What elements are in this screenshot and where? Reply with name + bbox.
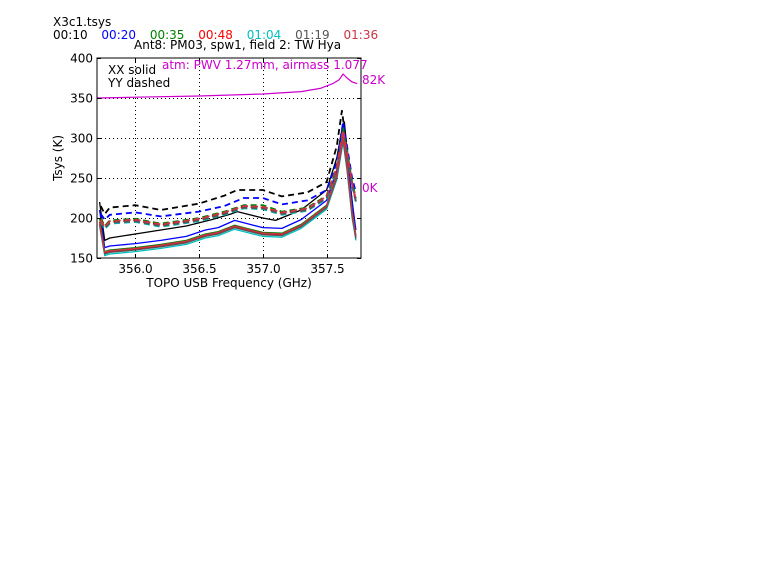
y-tick-label: 350 [70, 92, 93, 106]
x-tick-label: 357.5 [310, 262, 344, 276]
legend-yy: YY dashed [107, 76, 170, 90]
series-line [98, 137, 357, 254]
y-tick-label: 300 [70, 132, 93, 146]
series-line [97, 73, 358, 99]
series-line [100, 129, 357, 228]
time-legend-item: 00:20 [101, 28, 137, 42]
x-axis-label: TOPO USB Frequency (GHz) [145, 276, 312, 290]
x-tick-label: 356.0 [118, 262, 152, 276]
series-line [100, 132, 357, 230]
axis-ticks: 356.0 356.5 357.0 357.5 150 200 250 300 350 400 [70, 52, 361, 276]
legend-xx: XX solid [108, 63, 156, 77]
plot-frame [96, 57, 362, 259]
time-legend-item: 00:48 [198, 28, 233, 42]
x-tick-label: 356.5 [182, 262, 216, 276]
series-line [98, 135, 357, 254]
file-title: X3c1.tsys [53, 15, 112, 29]
series-line [98, 122, 357, 249]
y-axis-label: Tsys (K) [51, 135, 65, 182]
series-line [99, 109, 357, 215]
series-line [100, 121, 357, 221]
x-tick-label: 357.0 [246, 262, 280, 276]
y-tick-label: 200 [70, 212, 93, 226]
plot-title: Ant8: PM03, spw1, field 2: TW Hya [134, 38, 342, 52]
y-tick-label: 150 [70, 252, 93, 266]
series-lines [97, 73, 358, 257]
time-legend-item: 01:04 [246, 28, 282, 42]
time-legend-item: 01:36 [343, 28, 379, 42]
y-tick-label: 250 [70, 172, 93, 186]
time-legend-item: 01:19 [295, 28, 330, 42]
y-tick-label: 400 [70, 52, 93, 66]
time-legend-item: 00:10 [53, 28, 88, 42]
time-legend-item: 00:35 [149, 28, 185, 42]
time-legend: 00:10 00:20 00:35 00:48 01:04 01:19 01:3… [53, 28, 388, 42]
atm-scale-top: 82K [362, 73, 386, 87]
atm-scale-bottom: 0K [362, 181, 379, 195]
series-line [98, 141, 357, 257]
grid-lines [97, 58, 361, 258]
atm-annotation: atm: PWV 1.27mm, airmass 1.077 [162, 58, 368, 72]
